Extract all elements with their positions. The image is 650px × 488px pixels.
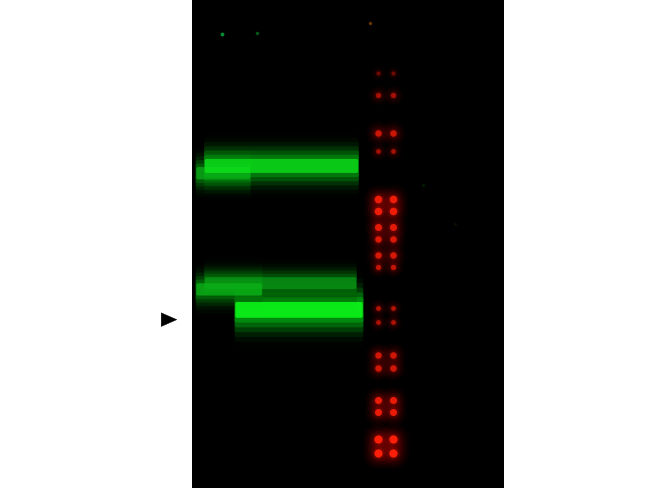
FancyBboxPatch shape [196,280,263,299]
FancyBboxPatch shape [196,149,251,197]
FancyBboxPatch shape [235,297,363,323]
FancyBboxPatch shape [196,167,250,180]
FancyBboxPatch shape [204,261,357,305]
FancyBboxPatch shape [235,287,363,332]
FancyBboxPatch shape [204,274,357,292]
FancyBboxPatch shape [196,283,262,296]
FancyBboxPatch shape [196,276,263,303]
FancyBboxPatch shape [204,267,357,299]
Bar [192,0,504,488]
FancyBboxPatch shape [235,302,363,318]
FancyBboxPatch shape [196,273,263,306]
Polygon shape [161,313,177,326]
FancyBboxPatch shape [205,277,356,289]
FancyBboxPatch shape [204,264,357,302]
FancyBboxPatch shape [235,292,363,327]
FancyBboxPatch shape [205,159,358,173]
FancyBboxPatch shape [235,283,363,337]
Bar [0,0,192,488]
FancyBboxPatch shape [204,142,359,190]
FancyBboxPatch shape [196,163,251,183]
FancyBboxPatch shape [204,150,359,182]
FancyBboxPatch shape [204,155,359,177]
FancyBboxPatch shape [204,270,357,296]
FancyBboxPatch shape [204,138,359,194]
Bar [504,0,650,488]
FancyBboxPatch shape [196,160,251,186]
FancyBboxPatch shape [204,146,359,185]
FancyBboxPatch shape [196,157,251,190]
FancyBboxPatch shape [235,278,363,342]
FancyBboxPatch shape [196,153,251,194]
FancyBboxPatch shape [196,265,263,313]
FancyBboxPatch shape [196,269,263,310]
